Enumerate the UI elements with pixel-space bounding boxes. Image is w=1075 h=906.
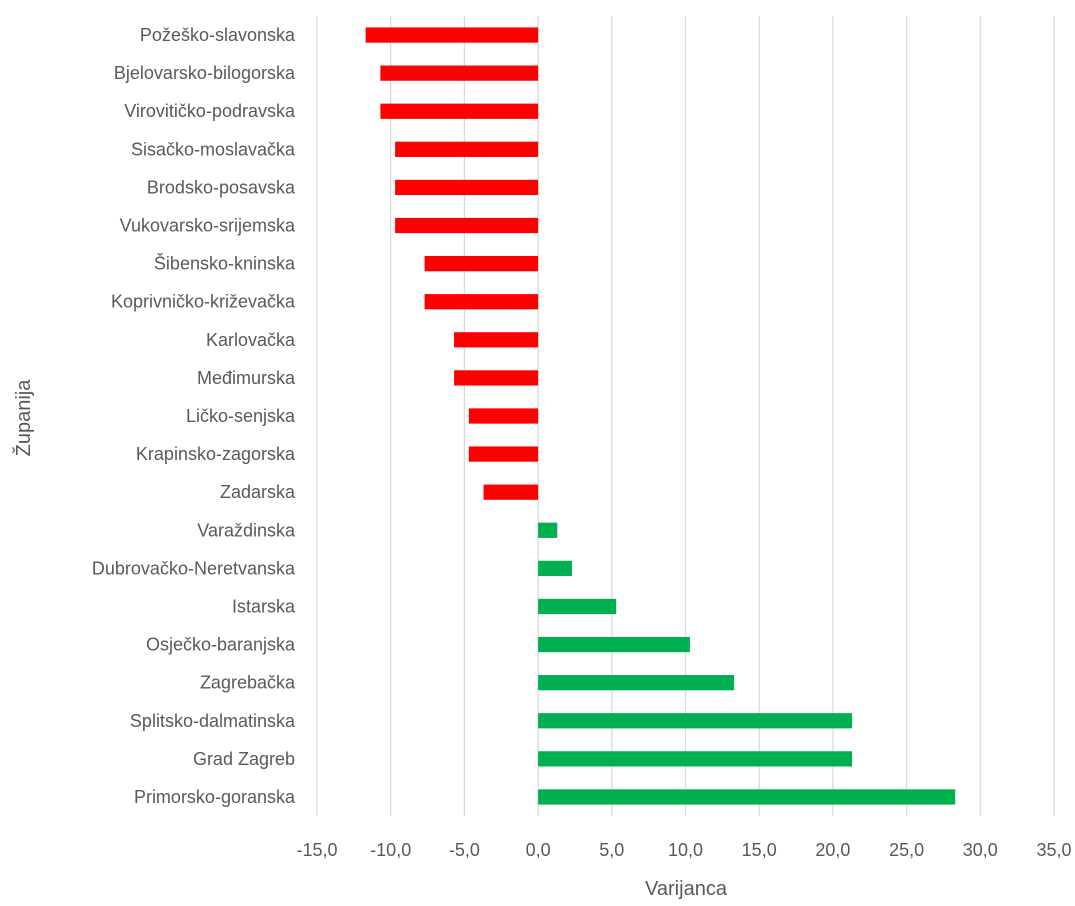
category-label: Bjelovarsko-bilogorska <box>114 63 296 83</box>
category-label: Koprivničko-križevačka <box>111 292 296 312</box>
x-axis-title: Varijanca <box>645 878 728 900</box>
x-tick-label: 15,0 <box>742 840 777 860</box>
bar-negative <box>424 256 539 272</box>
category-labels: Požeško-slavonska Bjelovarsko-bilogorska V… <box>92 25 296 807</box>
bar-positive <box>538 751 853 767</box>
category-label: Istarska <box>232 596 296 616</box>
category-label: Zagrebačka <box>200 673 296 693</box>
x-tick-labels: -15,0 -10,0 -5,0 0,0 5,0 10,0 15,0 20,0 25,0 30,0… <box>296 840 1071 860</box>
bar-positive <box>538 713 853 729</box>
bar-positive <box>538 789 956 805</box>
category-label: Dubrovačko-Neretvanska <box>92 558 296 578</box>
bar-negative <box>468 408 539 424</box>
category-label: Međimurska <box>197 368 296 388</box>
bar-negative <box>395 217 539 234</box>
category-label: Ličko-senjska <box>186 406 296 426</box>
bar-positive <box>538 598 617 615</box>
bar-negative <box>365 27 539 43</box>
bar-positive <box>538 560 573 576</box>
category-label: Karlovačka <box>206 330 296 350</box>
x-tick-label: 30,0 <box>963 840 998 860</box>
x-tick-label: 35,0 <box>1036 840 1071 860</box>
category-label: Požeško-slavonska <box>140 25 296 45</box>
category-label: Zadarska <box>220 482 296 502</box>
bars <box>365 27 956 805</box>
category-label: Osječko-baranjska <box>146 635 296 655</box>
bar-negative <box>395 179 539 196</box>
category-label: Šibensko-kninska <box>154 253 296 274</box>
bar-positive <box>538 675 735 691</box>
bar-negative <box>454 332 539 348</box>
category-label: Krapinsko-zagorska <box>136 444 296 464</box>
x-tick-label: -10,0 <box>370 840 411 860</box>
category-label: Vukovarsko-srijemska <box>120 216 296 236</box>
category-label: Brodsko-posavska <box>147 177 296 197</box>
bar-negative <box>380 103 539 119</box>
bar-negative <box>424 294 539 310</box>
x-tick-label: 20,0 <box>815 840 850 860</box>
x-tick-label: -5,0 <box>449 840 480 860</box>
x-tick-label: 25,0 <box>889 840 924 860</box>
y-axis-title: Županija <box>12 379 35 457</box>
bar-positive <box>538 636 690 653</box>
category-label: Sisačko-moslavačka <box>131 139 296 159</box>
x-tick-label: 10,0 <box>668 840 703 860</box>
category-label: Varaždinska <box>197 520 296 540</box>
category-label: Grad Zagreb <box>193 749 295 769</box>
x-tick-label: -15,0 <box>296 840 337 860</box>
grid-lines <box>316 16 1055 816</box>
bar-negative <box>395 141 539 157</box>
bar-negative <box>483 484 539 500</box>
bar-positive <box>538 522 558 538</box>
category-label: Virovitičko-podravska <box>124 101 296 121</box>
x-tick-label: 0,0 <box>526 840 551 860</box>
x-tick-label: 5,0 <box>599 840 624 860</box>
bar-negative <box>468 446 539 462</box>
bar-negative <box>454 370 539 386</box>
category-label: Primorsko-goranska <box>134 787 296 807</box>
category-label: Splitsko-dalmatinska <box>130 711 296 731</box>
bar-negative <box>380 65 539 81</box>
